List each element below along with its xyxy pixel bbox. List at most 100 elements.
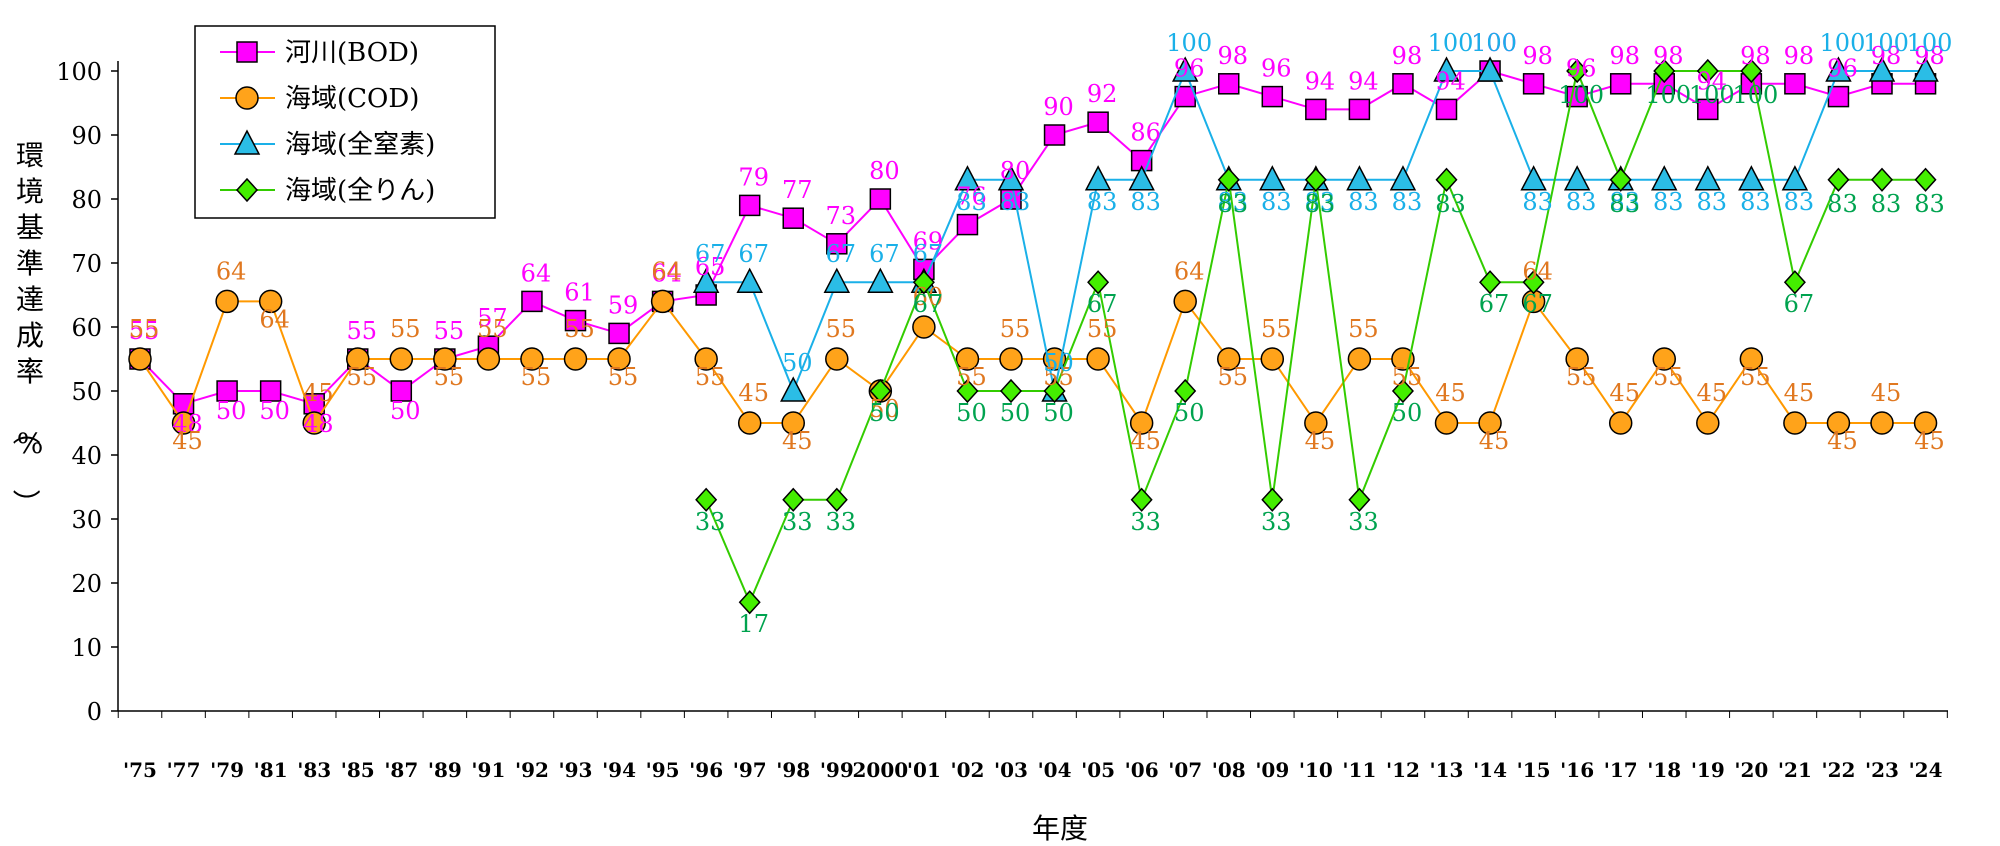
x-tick-label: '14	[1473, 758, 1507, 782]
data-point	[1391, 378, 1414, 404]
data-point	[1348, 98, 1371, 121]
data-label: 100	[1558, 81, 1604, 109]
data-point	[1434, 411, 1459, 435]
data-point	[956, 213, 979, 236]
data-point	[1784, 73, 1806, 95]
data-point	[1259, 165, 1286, 191]
data-label: 100	[1645, 81, 1691, 109]
data-label: 59	[608, 291, 639, 319]
data-point	[997, 165, 1025, 191]
x-tick-label: '94	[602, 758, 636, 782]
x-tick-label: '93	[559, 758, 593, 782]
data-label: 55	[346, 363, 377, 391]
x-tick-label: '77	[167, 758, 201, 782]
data-point	[1827, 167, 1850, 192]
data-point	[1174, 378, 1197, 404]
data-label: 98	[1740, 42, 1771, 70]
data-label: 83	[1522, 188, 1553, 216]
y-tick-label: 40	[71, 442, 102, 470]
data-label: 55	[608, 363, 639, 391]
data-point	[738, 590, 761, 615]
x-tick-label: '89	[428, 758, 462, 782]
data-point	[1476, 56, 1504, 82]
data-label: 55	[390, 315, 421, 343]
data-label: 83	[1609, 188, 1640, 216]
data-label: 96	[1827, 55, 1858, 83]
data-label: 100	[1471, 29, 1517, 57]
data-label: 50	[259, 397, 290, 425]
data-label: 45	[1827, 427, 1858, 455]
data-point	[1392, 73, 1414, 95]
data-label: 83	[1697, 188, 1728, 216]
data-label: 83	[1000, 188, 1031, 216]
data-label: 79	[738, 163, 769, 191]
x-tick-label: '75	[123, 758, 157, 782]
x-tick-label: '83	[297, 758, 331, 782]
x-tick-label: '23	[1865, 758, 1899, 782]
legend-marker	[235, 86, 259, 110]
data-point	[1566, 58, 1589, 84]
data-label: 50	[869, 399, 900, 427]
x-tick-label: '81	[254, 758, 288, 782]
data-point	[738, 194, 761, 217]
data-point	[1696, 58, 1719, 84]
data-label: 80	[1000, 157, 1031, 185]
data-label: 50	[390, 397, 421, 425]
data-point	[171, 411, 196, 435]
data-point	[1914, 167, 1937, 192]
data-point	[1479, 270, 1502, 295]
data-point	[1913, 411, 1938, 435]
data-point	[607, 347, 631, 371]
data-point	[1609, 73, 1632, 95]
x-tick-label: '85	[341, 758, 375, 782]
data-point	[1348, 487, 1371, 512]
data-point	[823, 267, 851, 293]
data-point	[1651, 165, 1678, 191]
x-tick-label: '05	[1081, 758, 1115, 782]
data-point	[999, 347, 1023, 371]
data-label: 64	[216, 257, 247, 285]
data-label: 45	[738, 379, 769, 407]
x-tick-label: '87	[384, 758, 418, 782]
x-tick-label: '11	[1342, 758, 1376, 782]
y-tick-label: 60	[71, 314, 102, 342]
data-label: 55	[1566, 363, 1597, 391]
data-point	[781, 411, 805, 435]
x-axis-title: 年度	[1032, 812, 1088, 842]
data-label: 67	[695, 240, 726, 268]
x-tick-label: '13	[1430, 758, 1464, 782]
data-label: 55	[129, 315, 160, 343]
data-label: 98	[1522, 42, 1553, 70]
data-point	[782, 207, 804, 229]
data-label: 61	[564, 279, 595, 307]
data-point	[956, 378, 979, 404]
data-point	[912, 315, 936, 339]
x-tick-label: '24	[1909, 758, 1943, 782]
data-point	[869, 188, 892, 210]
x-tick-label: '22	[1821, 758, 1855, 782]
data-point	[390, 380, 413, 402]
data-label: 60	[913, 283, 944, 311]
x-tick-label: '79	[210, 758, 244, 782]
data-label: 69	[913, 227, 944, 255]
data-point	[1870, 411, 1894, 435]
data-label: 64	[259, 305, 290, 333]
data-point	[1261, 487, 1284, 512]
data-label: 33	[1348, 508, 1379, 536]
data-label: 96	[1566, 55, 1597, 83]
data-label: 83	[1914, 190, 1945, 218]
data-point	[1826, 411, 1851, 435]
data-label: 50	[1000, 399, 1031, 427]
data-point	[1043, 124, 1066, 146]
data-label: 96	[1261, 55, 1292, 83]
data-label: 83	[1784, 188, 1815, 216]
data-point	[1870, 167, 1894, 192]
y-tick-label: 70	[71, 250, 102, 278]
data-label: 67	[1087, 290, 1118, 318]
data-label: 98	[1609, 42, 1640, 70]
y-tick-label: 80	[71, 186, 102, 214]
x-tick-label: '07	[1168, 758, 1202, 782]
data-point	[433, 347, 457, 371]
